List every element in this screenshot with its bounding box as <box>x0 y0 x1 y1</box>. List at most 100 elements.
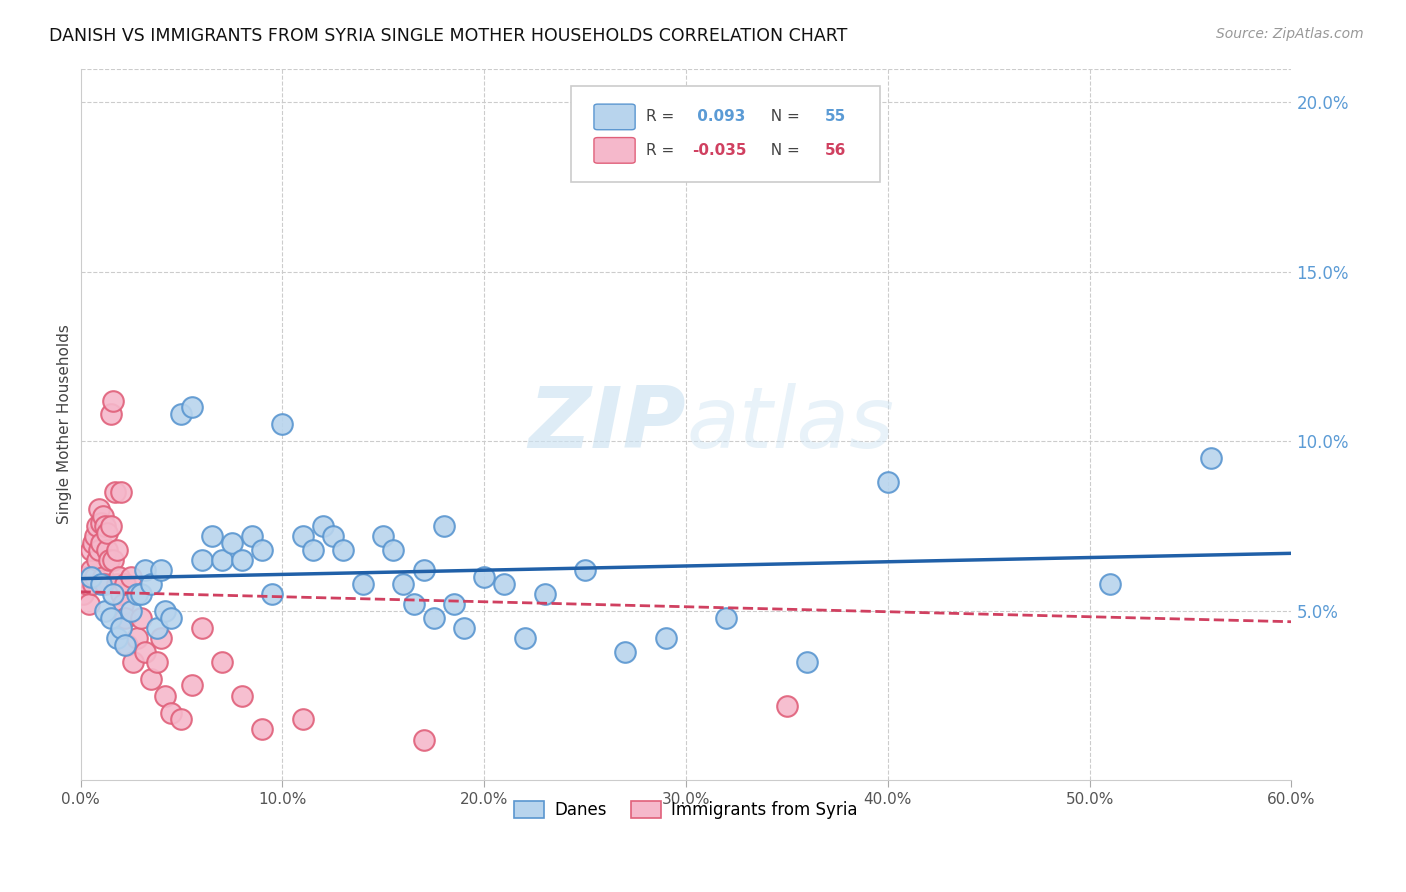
Point <box>97 553 120 567</box>
Point <box>352 576 374 591</box>
FancyBboxPatch shape <box>593 104 636 129</box>
Text: atlas: atlas <box>686 383 894 466</box>
Point <box>96 542 118 557</box>
Point <box>796 655 818 669</box>
Point <box>150 631 173 645</box>
Point <box>87 502 110 516</box>
Point <box>250 723 273 737</box>
Point <box>93 576 115 591</box>
Point <box>1098 576 1121 591</box>
Point <box>453 621 475 635</box>
Point <box>301 542 323 557</box>
Point <box>79 542 101 557</box>
Point <box>262 587 284 601</box>
Point <box>101 553 124 567</box>
Point <box>101 393 124 408</box>
Point <box>141 576 163 591</box>
Point <box>79 570 101 584</box>
Point <box>90 516 112 530</box>
Point <box>90 536 112 550</box>
Point <box>83 570 105 584</box>
Point <box>231 553 253 567</box>
Point <box>82 576 104 591</box>
Text: -0.035: -0.035 <box>692 143 747 158</box>
Point <box>155 604 177 618</box>
Point <box>250 542 273 557</box>
Point <box>412 732 434 747</box>
Point <box>83 529 105 543</box>
Point <box>422 610 444 624</box>
Text: N =: N = <box>761 143 804 158</box>
Point <box>91 570 114 584</box>
Point <box>82 536 104 550</box>
Point <box>86 553 108 567</box>
Point <box>291 529 314 543</box>
Point <box>115 638 138 652</box>
Point <box>614 644 637 658</box>
Point <box>240 529 263 543</box>
Point <box>472 570 495 584</box>
Legend: Danes, Immigrants from Syria: Danes, Immigrants from Syria <box>508 794 865 825</box>
Point <box>291 712 314 726</box>
Text: 0.093: 0.093 <box>692 110 745 124</box>
Point <box>120 570 142 584</box>
Point <box>93 604 115 618</box>
Point <box>170 712 193 726</box>
Point <box>146 621 169 635</box>
Point <box>79 563 101 577</box>
Point <box>533 587 555 601</box>
Point <box>120 604 142 618</box>
Point <box>155 689 177 703</box>
Point <box>96 525 118 540</box>
Point <box>876 475 898 489</box>
Text: N =: N = <box>761 110 804 124</box>
Point <box>100 519 122 533</box>
Point <box>134 563 156 577</box>
Point <box>110 621 132 635</box>
Point <box>392 576 415 591</box>
Point <box>1199 451 1222 466</box>
Point <box>655 631 678 645</box>
Point <box>125 631 148 645</box>
Point <box>110 485 132 500</box>
Point <box>72 587 94 601</box>
FancyBboxPatch shape <box>571 87 880 182</box>
Point <box>180 401 202 415</box>
Point <box>190 553 212 567</box>
Point <box>776 698 799 713</box>
Point <box>110 587 132 601</box>
Point <box>100 610 122 624</box>
Point <box>101 587 124 601</box>
Point <box>160 610 183 624</box>
Point <box>146 655 169 669</box>
Point <box>129 610 152 624</box>
Text: DANISH VS IMMIGRANTS FROM SYRIA SINGLE MOTHER HOUSEHOLDS CORRELATION CHART: DANISH VS IMMIGRANTS FROM SYRIA SINGLE M… <box>49 27 848 45</box>
Point <box>373 529 395 543</box>
Point <box>90 576 112 591</box>
Point <box>105 542 128 557</box>
Point <box>86 519 108 533</box>
Point <box>231 689 253 703</box>
Point <box>211 553 233 567</box>
Point <box>100 407 122 421</box>
Point <box>494 576 516 591</box>
Point <box>73 570 96 584</box>
Point <box>443 597 465 611</box>
Point <box>91 508 114 523</box>
Text: Source: ZipAtlas.com: Source: ZipAtlas.com <box>1216 27 1364 41</box>
Point <box>105 631 128 645</box>
Point <box>114 638 136 652</box>
Point <box>312 519 335 533</box>
Point <box>180 678 202 692</box>
Point <box>574 563 596 577</box>
Point <box>170 407 193 421</box>
Point <box>190 621 212 635</box>
FancyBboxPatch shape <box>593 137 636 163</box>
Point <box>122 655 145 669</box>
Point <box>160 706 183 720</box>
Y-axis label: Single Mother Households: Single Mother Households <box>58 325 72 524</box>
Point <box>125 587 148 601</box>
Point <box>77 597 100 611</box>
Point <box>201 529 224 543</box>
Point <box>111 597 134 611</box>
